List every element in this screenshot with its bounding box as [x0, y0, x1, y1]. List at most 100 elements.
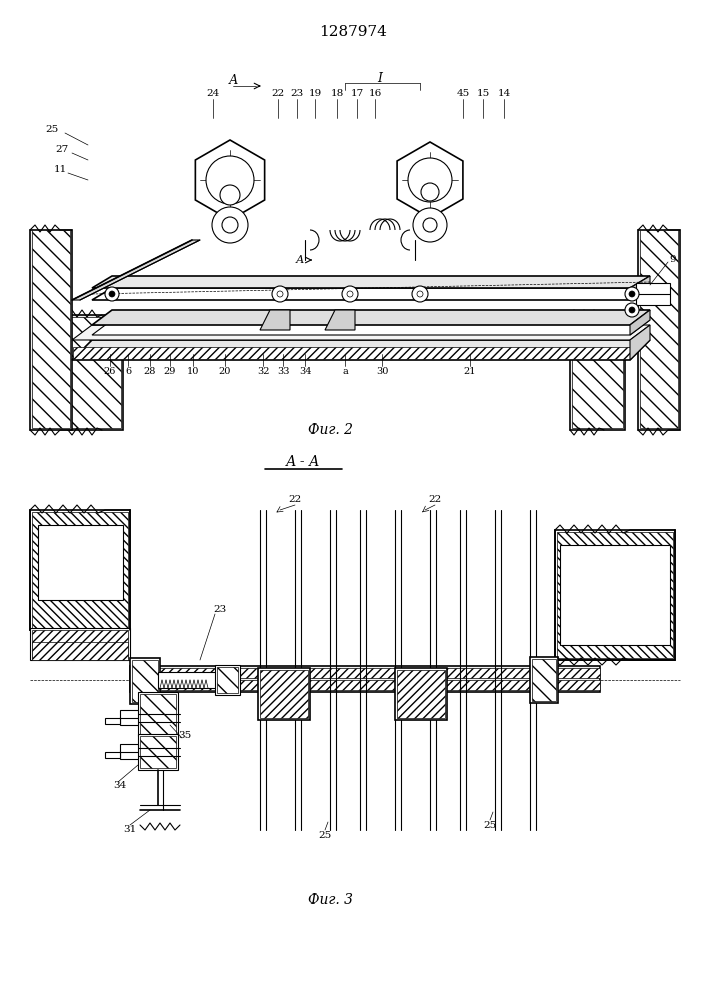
Text: 34: 34 — [113, 780, 127, 790]
Text: 16: 16 — [368, 89, 382, 98]
Circle shape — [629, 307, 635, 313]
Text: 17: 17 — [351, 89, 363, 98]
Bar — [73, 347, 630, 359]
Polygon shape — [630, 325, 650, 360]
Polygon shape — [195, 140, 264, 220]
Bar — [132, 680, 600, 690]
Text: 26: 26 — [104, 367, 116, 376]
Bar — [215, 665, 240, 695]
Circle shape — [423, 218, 437, 232]
Circle shape — [105, 287, 119, 301]
Bar — [258, 668, 310, 720]
Circle shape — [212, 207, 248, 243]
Text: 30: 30 — [376, 367, 388, 376]
Circle shape — [413, 208, 447, 242]
Text: 10: 10 — [187, 367, 199, 376]
Text: 28: 28 — [144, 367, 156, 376]
Text: 20: 20 — [218, 367, 231, 376]
Bar — [68, 315, 123, 430]
Text: 32: 32 — [257, 367, 269, 376]
Circle shape — [625, 303, 639, 317]
Bar — [105, 718, 120, 724]
Text: 34: 34 — [299, 367, 311, 376]
Circle shape — [272, 286, 288, 302]
Text: А - А: А - А — [286, 455, 320, 469]
Text: 15: 15 — [477, 89, 490, 98]
Circle shape — [417, 291, 423, 297]
Text: 23: 23 — [214, 605, 227, 614]
Text: 45: 45 — [457, 89, 469, 98]
Bar — [217, 667, 238, 693]
Text: 23: 23 — [291, 89, 303, 98]
Bar — [158, 672, 218, 688]
Polygon shape — [72, 340, 650, 360]
Bar — [120, 710, 138, 718]
Polygon shape — [260, 310, 290, 330]
Bar — [32, 230, 70, 428]
Text: 27: 27 — [55, 145, 69, 154]
Text: А: А — [296, 255, 304, 265]
Bar — [38, 525, 123, 600]
Bar — [140, 694, 176, 734]
Text: 25: 25 — [45, 125, 59, 134]
Circle shape — [277, 291, 283, 297]
Circle shape — [109, 291, 115, 297]
Bar — [260, 670, 308, 718]
Bar — [397, 670, 445, 718]
Text: а: а — [342, 367, 348, 376]
Text: 21: 21 — [464, 367, 477, 376]
Bar — [132, 660, 158, 702]
Polygon shape — [72, 240, 200, 300]
Bar — [32, 642, 128, 660]
Text: 11: 11 — [53, 165, 66, 174]
Polygon shape — [130, 666, 600, 692]
Bar — [70, 317, 121, 428]
Bar — [638, 230, 680, 430]
Text: 22: 22 — [271, 89, 285, 98]
Text: 33: 33 — [276, 367, 289, 376]
Text: 35: 35 — [178, 730, 192, 740]
Text: 9: 9 — [670, 255, 677, 264]
Circle shape — [412, 286, 428, 302]
Text: 22: 22 — [428, 495, 442, 504]
Bar — [530, 657, 558, 703]
Text: 29: 29 — [164, 367, 176, 376]
Circle shape — [222, 217, 238, 233]
Bar — [32, 630, 128, 658]
Circle shape — [342, 286, 358, 302]
Text: Фиг. 2: Фиг. 2 — [308, 423, 353, 437]
Text: 14: 14 — [498, 89, 510, 98]
Bar — [636, 283, 670, 305]
Bar — [132, 668, 600, 678]
Bar — [120, 717, 138, 725]
Text: 25: 25 — [484, 820, 496, 830]
Text: 1287974: 1287974 — [319, 25, 387, 39]
Bar — [105, 752, 120, 758]
Text: 24: 24 — [206, 89, 220, 98]
Bar — [30, 510, 130, 630]
Circle shape — [421, 183, 439, 201]
Bar — [30, 230, 72, 430]
Polygon shape — [92, 288, 650, 300]
Text: 19: 19 — [308, 89, 322, 98]
Circle shape — [629, 291, 635, 297]
Text: I: I — [378, 72, 382, 85]
Bar — [570, 315, 625, 430]
Text: 31: 31 — [124, 826, 136, 834]
Text: 22: 22 — [288, 495, 302, 504]
Text: Фиг. 3: Фиг. 3 — [308, 893, 353, 907]
Bar — [560, 545, 670, 645]
Text: 18: 18 — [330, 89, 344, 98]
Circle shape — [625, 287, 639, 301]
Circle shape — [347, 291, 353, 297]
Polygon shape — [92, 276, 650, 288]
Polygon shape — [92, 310, 650, 325]
Polygon shape — [72, 325, 650, 340]
Text: 25: 25 — [318, 830, 332, 840]
Circle shape — [408, 158, 452, 202]
Bar — [32, 512, 128, 628]
Bar — [572, 317, 623, 428]
Bar — [120, 751, 138, 759]
Bar — [140, 736, 176, 768]
Bar — [532, 659, 556, 701]
